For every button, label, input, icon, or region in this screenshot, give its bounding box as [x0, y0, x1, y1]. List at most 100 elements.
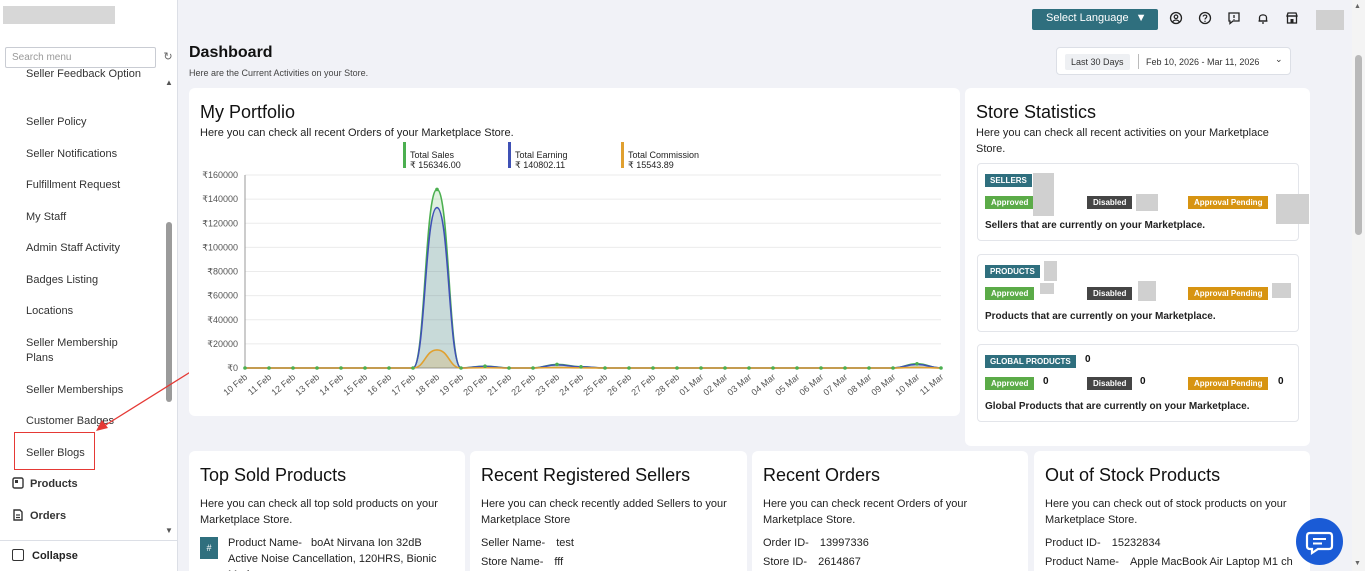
data-point	[579, 364, 583, 369]
products-pending-badge[interactable]: Approval Pending	[1188, 287, 1269, 300]
date-range-picker[interactable]: Last 30 Days Feb 10, 2026 - Mar 11, 2026…	[1056, 47, 1291, 75]
sidebar-item-customer-badges[interactable]: Customer Badges	[26, 415, 115, 427]
legend-label: Total Sales	[410, 150, 455, 160]
date-range-text: Feb 10, 2026 - Mar 11, 2026	[1146, 57, 1260, 67]
scroll-up-icon[interactable]: ▲	[1354, 3, 1361, 10]
data-point	[483, 364, 487, 368]
global-approved-badge[interactable]: Approved	[985, 377, 1035, 390]
avatar[interactable]	[1316, 10, 1344, 30]
page-title: Dashboard	[189, 44, 273, 61]
store-id-row[interactable]: Store ID- 2614867	[763, 556, 861, 568]
redacted-value	[1040, 283, 1054, 294]
sidebar-item-seller-blogs[interactable]: Seller Blogs	[26, 447, 85, 459]
series-area-total-sales	[245, 189, 941, 368]
store-name-row[interactable]: Store Name- fff	[481, 556, 563, 568]
products-approved-badge[interactable]: Approved	[985, 287, 1035, 300]
language-label: Select Language	[1046, 12, 1129, 24]
global-products-stat-box: GLOBAL PRODUCTS 0 Approved 0 Disabled 0 …	[977, 344, 1299, 422]
refresh-icon[interactable]: ↻	[163, 51, 173, 63]
sidebar-item-seller-membership-plans[interactable]: Seller Membership Plans	[26, 337, 118, 364]
store-icon[interactable]	[1285, 11, 1299, 25]
x-tick-label: 08 Mar	[845, 372, 873, 398]
redacted-value	[1136, 194, 1158, 211]
order-id-label: Order ID-	[763, 537, 809, 549]
legend-item-total-commission[interactable]: Total Commission ₹ 15543.89	[621, 142, 699, 170]
store-statistics-title: Store Statistics	[976, 102, 1097, 122]
sidebar-item-seller-notifications[interactable]: Seller Notifications	[26, 148, 118, 160]
redacted-value	[1044, 261, 1057, 281]
sellers-disabled-badge[interactable]: Disabled	[1087, 196, 1133, 209]
x-tick-label: 11 Feb	[246, 372, 273, 397]
sellers-pending-badge[interactable]: Approval Pending	[1188, 196, 1269, 209]
page-scroll-thumb[interactable]	[1355, 55, 1362, 235]
global-pending-badge[interactable]: Approval Pending	[1188, 377, 1269, 390]
menu-search: ↻	[5, 47, 175, 69]
sidebar-item-badges-listing[interactable]: Badges Listing	[26, 274, 99, 286]
x-tick-label: 18 Feb	[413, 372, 441, 398]
x-tick-label: 15 Feb	[341, 372, 369, 398]
product-name-value: boAt Nirvana Ion 32dB Active Noise Cance…	[228, 537, 437, 571]
data-point	[819, 366, 823, 370]
sidebar-item-orders[interactable]: Orders	[12, 509, 140, 524]
sidebar-item-seller-memberships[interactable]: Seller Memberships	[26, 384, 124, 396]
x-tick-label: 12 Feb	[269, 372, 297, 398]
x-tick-label: 19 Feb	[437, 372, 465, 398]
legend-swatch	[508, 142, 511, 168]
sidebar-item-locations[interactable]: Locations	[26, 305, 74, 317]
seller-name-row[interactable]: Seller Name- test	[481, 537, 574, 549]
select-language-button[interactable]: Select Language ▼	[1032, 9, 1158, 30]
x-tick-label: 26 Feb	[605, 372, 633, 398]
product-name-row[interactable]: Product Name- Apple MacBook Air Laptop M…	[1045, 556, 1307, 568]
legend-item-total-earning[interactable]: Total Earning ₹ 140802.11	[508, 142, 568, 170]
page-scrollbar[interactable]: ▲ ▼	[1352, 0, 1365, 571]
collapse-button[interactable]: Collapse	[0, 540, 177, 571]
sidebar-item-fulfillment-request[interactable]: Fulfillment Request	[26, 179, 121, 191]
scroll-down-icon[interactable]: ▼	[1354, 560, 1361, 567]
x-tick-label: 10 Mar	[893, 372, 921, 398]
portfolio-subtitle: Here you can check all recent Orders of …	[200, 127, 514, 139]
sidebar-item-my-staff[interactable]: My Staff	[26, 211, 67, 223]
x-tick-label: 04 Mar	[749, 372, 777, 398]
annotation-arrow-icon	[96, 365, 201, 431]
scroll-down-icon[interactable]: ▼	[165, 526, 173, 535]
y-tick-label: ₹100000	[202, 242, 238, 252]
data-point	[555, 362, 559, 367]
bell-icon[interactable]	[1256, 11, 1270, 25]
sidebar-item-products[interactable]: Products	[12, 477, 140, 492]
user-icon[interactable]	[1169, 11, 1183, 25]
scroll-up-icon[interactable]: ▲	[165, 78, 173, 87]
seller-name-value: test	[556, 537, 574, 549]
logo	[3, 6, 115, 24]
seller-name-label: Seller Name-	[481, 537, 546, 549]
legend-swatch	[403, 142, 406, 168]
legend-value: ₹ 140802.11	[515, 160, 566, 170]
product-id-row[interactable]: Product ID- 15232834	[1045, 537, 1161, 549]
legend-label: Total Commission	[628, 150, 700, 160]
feedback-icon[interactable]	[1227, 11, 1241, 25]
y-tick-label: ₹60000	[207, 291, 238, 301]
global-approved-value: 0	[1043, 376, 1049, 387]
out-of-stock-subtitle: Here you can check out of stock products…	[1045, 498, 1287, 526]
sellers-approved-badge[interactable]: Approved	[985, 196, 1035, 209]
sidebar-item-admin-staff-activity[interactable]: Admin Staff Activity	[26, 242, 120, 254]
data-point	[795, 366, 799, 370]
help-icon[interactable]	[1198, 11, 1212, 25]
date-preset[interactable]: Last 30 Days	[1065, 54, 1130, 70]
search-input[interactable]	[5, 47, 156, 68]
recent-sellers-subtitle: Here you can check recently added Seller…	[481, 498, 727, 526]
redacted-value	[1138, 281, 1156, 301]
y-tick-label: ₹20000	[207, 339, 238, 349]
store-id-value: 2614867	[818, 556, 861, 568]
sidebar-scrollbar[interactable]	[166, 222, 172, 402]
chat-button[interactable]	[1296, 518, 1343, 565]
sidebar-item-seller-policy[interactable]: Seller Policy	[26, 116, 87, 128]
global-disabled-badge[interactable]: Disabled	[1087, 377, 1133, 390]
legend-item-total-sales[interactable]: Total Sales ₹ 156346.00	[403, 142, 461, 170]
recent-orders-subtitle: Here you can check recent Orders of your…	[763, 498, 968, 526]
product-id-value: 15232834	[1111, 537, 1161, 549]
portfolio-chart: ₹160000 ₹140000 ₹120000 ₹100000 ₹80000 ₹60000…	[202, 170, 945, 398]
sidebar-item-seller-feedback-option[interactable]: Seller Feedback Option	[26, 68, 141, 80]
top-sold-product[interactable]: Product Name- boAt Nirvana Ion 32dB Acti…	[228, 535, 450, 571]
products-disabled-badge[interactable]: Disabled	[1087, 287, 1133, 300]
order-id-row[interactable]: Order ID- 13997336	[763, 537, 869, 549]
